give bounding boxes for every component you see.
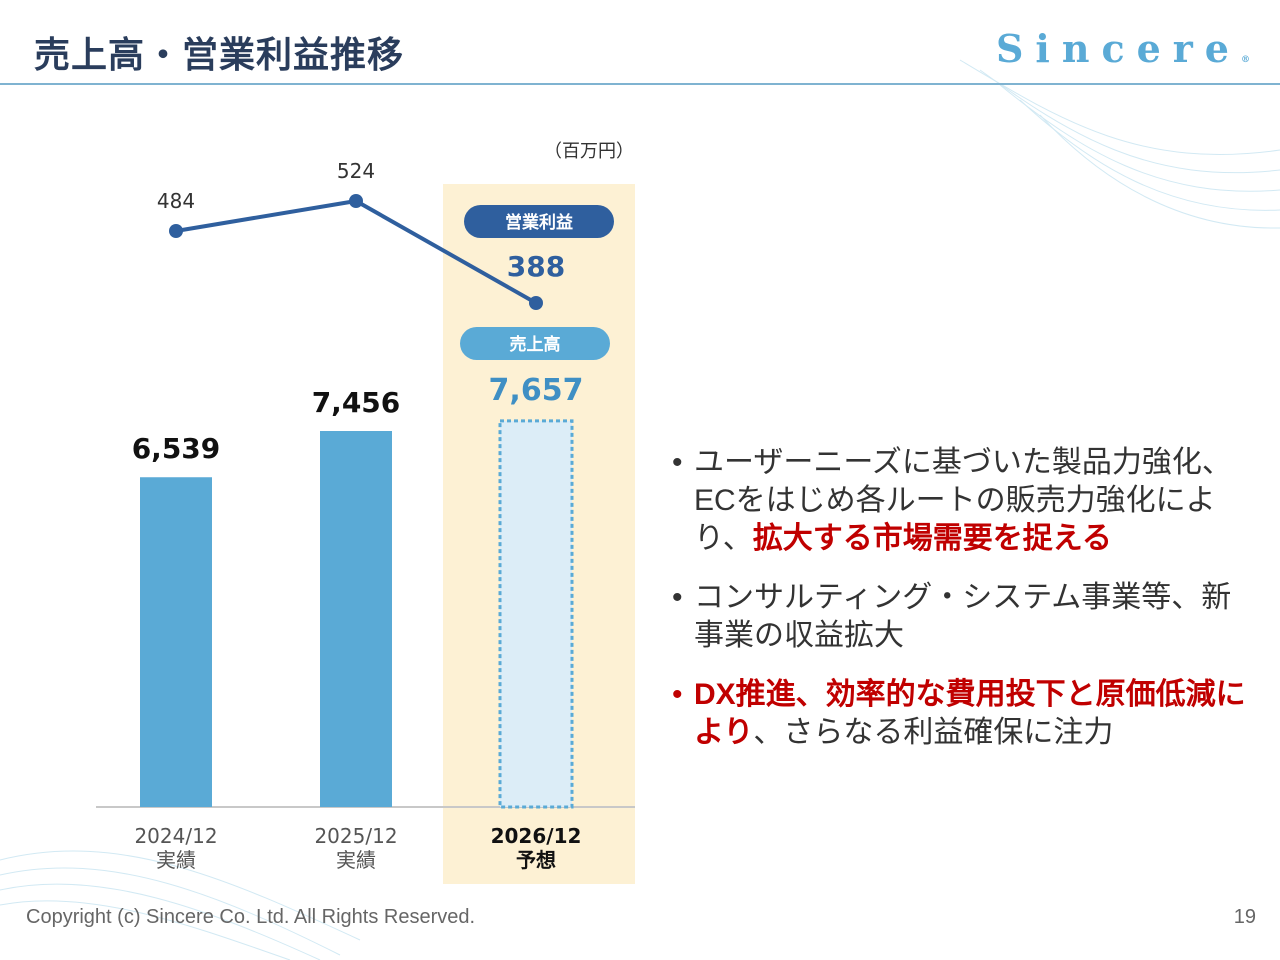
sales-series-badge: [460, 327, 610, 360]
bullet-list: • ユーザーニーズに基づいた製品力強化、ECをはじめ各ルートの販売力強化により、…: [672, 444, 1252, 773]
x-tick-label: 2024/12: [134, 824, 217, 848]
bullet-text: コンサルティング・システム事業等、新事業の収益拡大: [694, 581, 1232, 652]
profit-series-label: 営業利益: [505, 212, 573, 233]
x-tick-label: 2026/12: [491, 824, 582, 848]
company-logo: Sincere®: [995, 26, 1250, 71]
x-tick-sublabel: 実績: [156, 848, 196, 872]
profit-value-label: 484: [157, 189, 195, 213]
x-tick-sublabel: 予想: [516, 848, 556, 872]
bullet-text: ユーザーニーズに基づいた製品力強化、ECをはじめ各ルートの販売力強化により、: [694, 446, 1232, 555]
sales-bar: [140, 477, 212, 807]
bullet-dot: •: [672, 678, 683, 711]
sales-bar-forecast: [498, 419, 574, 809]
unit-label: （百万円）: [544, 141, 634, 162]
bullet-emphasis: DX推進、効率的な費用投下と原価低減により: [694, 678, 1246, 749]
page-number: 19: [1233, 906, 1256, 928]
bullet-dot: •: [672, 581, 683, 614]
sales-value-label: 6,539: [132, 432, 221, 465]
bullet-emphasis: 拡大する市場需要を捉える: [752, 522, 1112, 555]
bullet-dot: •: [672, 446, 683, 479]
profit-value-label: 388: [507, 250, 565, 283]
x-tick-sublabel: 実績: [336, 848, 376, 872]
profit-point: [169, 224, 183, 238]
profit-point: [529, 296, 543, 310]
profit-series-badge: [464, 205, 614, 238]
x-tick-label: 2025/12: [314, 824, 397, 848]
sales-bar: [320, 431, 392, 807]
profit-point: [349, 194, 363, 208]
bullet-item: • ユーザーニーズに基づいた製品力強化、ECをはじめ各ルートの販売力強化により、…: [672, 444, 1252, 558]
sales-series-label: 売上高: [510, 334, 561, 355]
page-title: 売上高・営業利益推移: [34, 35, 405, 76]
profit-value-label: 524: [337, 159, 375, 183]
sales-value-label: 7,456: [312, 386, 401, 419]
bullet-item: • DX推進、効率的な費用投下と原価低減により、さらなる利益確保に注力: [672, 676, 1252, 752]
sales-value-label: 7,657: [489, 373, 584, 408]
bullet-text: 、さらなる利益確保に注力: [753, 716, 1114, 749]
title-divider: [0, 83, 1280, 85]
copyright-notice: Copyright (c) Sincere Co. Ltd. All Right…: [26, 906, 476, 928]
bullet-item: • コンサルティング・システム事業等、新事業の収益拡大: [672, 579, 1252, 655]
